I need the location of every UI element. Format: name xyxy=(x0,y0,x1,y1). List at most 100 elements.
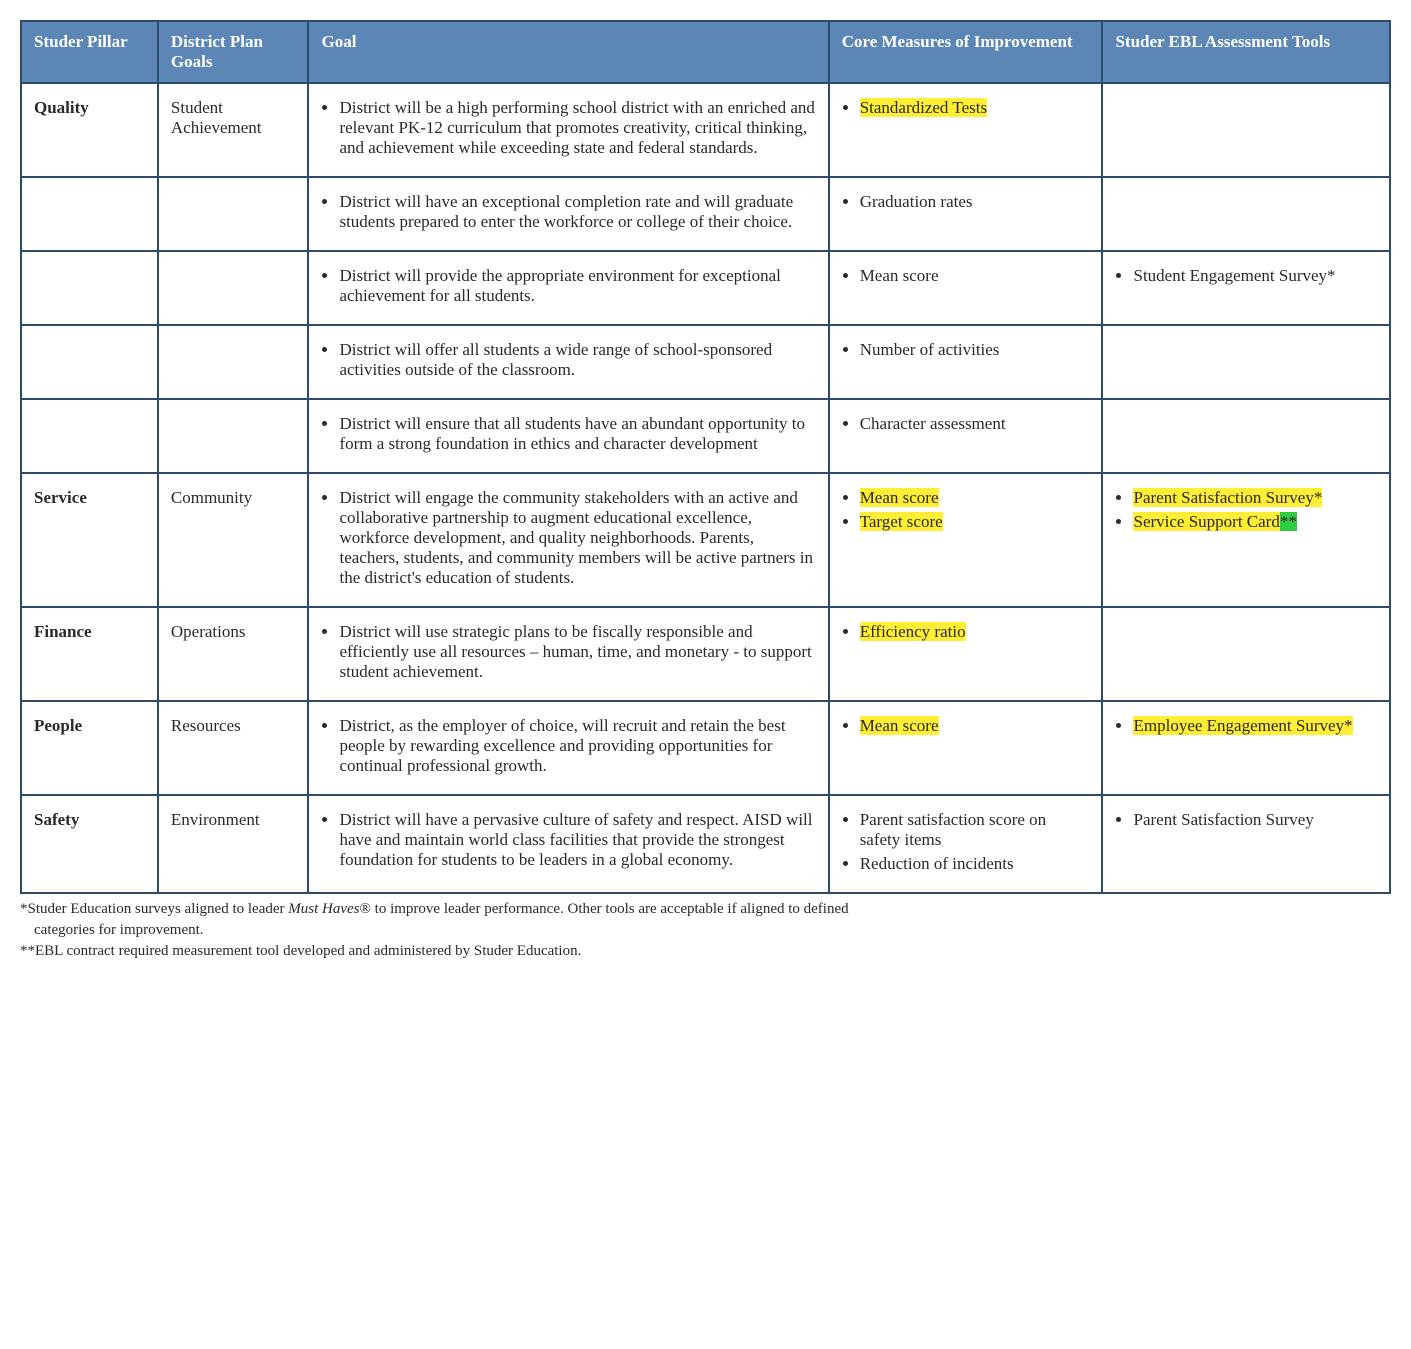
footnote-1-rest: to improve leader performance. Other too… xyxy=(371,901,849,917)
goal-item: District will ensure that all students h… xyxy=(339,414,815,454)
tool-suffix: ** xyxy=(1280,512,1297,531)
tool xyxy=(1102,83,1390,177)
table-row: District will provide the appropriate en… xyxy=(21,251,1390,325)
pillar-cell xyxy=(21,177,158,251)
table-row: ServiceCommunity District will engage the… xyxy=(21,473,1390,607)
district-goal-cell xyxy=(158,177,309,251)
district-goal-cell: Resources xyxy=(158,701,309,795)
measure-text: Graduation rates xyxy=(860,192,973,211)
goal-list: District will provide the appropriate en… xyxy=(321,266,815,306)
table-header-row: Studer PillarDistrict Plan GoalsGoalCore… xyxy=(21,21,1390,83)
tool: Employee Engagement Survey* xyxy=(1102,701,1390,795)
col-header-2: Goal xyxy=(308,21,828,83)
pillar-cell xyxy=(21,251,158,325)
footnote-1-italic: Must Haves xyxy=(288,901,359,917)
tool-item: Employee Engagement Survey* xyxy=(1133,716,1377,736)
tool: Parent Satisfaction Survey* Service Suppo… xyxy=(1102,473,1390,607)
measure: Standardized Tests xyxy=(829,83,1103,177)
goal-list: District will use strategic plans to be … xyxy=(321,622,815,682)
measure-item: Mean score xyxy=(860,716,1090,736)
tool xyxy=(1102,399,1390,473)
table-row: PeopleResources District, as the employer… xyxy=(21,701,1390,795)
district-goal-cell xyxy=(158,325,309,399)
measure-list: Mean score xyxy=(842,266,1090,286)
measure-list: Standardized Tests xyxy=(842,98,1090,118)
goal-list: District will ensure that all students h… xyxy=(321,414,815,454)
goal-cell: District will have an exceptional comple… xyxy=(308,177,828,251)
tool-text: Parent Satisfaction Survey xyxy=(1133,810,1313,829)
measure-list: Number of activities xyxy=(842,340,1090,360)
measure-text: Mean score xyxy=(860,488,939,507)
measure-item: Reduction of incidents xyxy=(860,854,1090,874)
measure-item: Mean score xyxy=(860,488,1090,508)
goal-list: District will be a high performing schoo… xyxy=(321,98,815,158)
measure-list: Graduation rates xyxy=(842,192,1090,212)
goal-item: District will provide the appropriate en… xyxy=(339,266,815,306)
tool-item: Parent Satisfaction Survey xyxy=(1133,810,1377,830)
measure: Parent satisfaction score on safety item… xyxy=(829,795,1103,893)
table-row: District will have an exceptional comple… xyxy=(21,177,1390,251)
col-header-3: Core Measures of Improvement xyxy=(829,21,1103,83)
pillar-cell: Service xyxy=(21,473,158,607)
pillar-cell: Safety xyxy=(21,795,158,893)
measure-item: Graduation rates xyxy=(860,192,1090,212)
goal-item: District will be a high performing schoo… xyxy=(339,98,815,158)
district-goal-cell xyxy=(158,399,309,473)
measure-item: Target score xyxy=(860,512,1090,532)
goal-item: District will offer all students a wide … xyxy=(339,340,815,380)
measure-item: Mean score xyxy=(860,266,1090,286)
tool-text: Service Support Card xyxy=(1133,512,1279,531)
tool-text: Student Engagement Survey* xyxy=(1133,266,1335,285)
tool xyxy=(1102,177,1390,251)
measure-item: Efficiency ratio xyxy=(860,622,1090,642)
measure-text: Mean score xyxy=(860,716,939,735)
district-goal-cell xyxy=(158,251,309,325)
measure: Graduation rates xyxy=(829,177,1103,251)
goal-item: District, as the employer of choice, wil… xyxy=(339,716,815,776)
goal-item: District will use strategic plans to be … xyxy=(339,622,815,682)
footnote-2: **EBL contract required measurement tool… xyxy=(20,942,1391,961)
tool xyxy=(1102,607,1390,701)
measure-list: Mean score xyxy=(842,716,1090,736)
district-goal-cell: Student Achievement xyxy=(158,83,309,177)
measure: Mean score xyxy=(829,251,1103,325)
goal-cell: District will engage the community stake… xyxy=(308,473,828,607)
measure: Mean score xyxy=(829,701,1103,795)
goal-cell: District will be a high performing schoo… xyxy=(308,83,828,177)
district-goal-cell: Operations xyxy=(158,607,309,701)
footnotes: *Studer Education surveys aligned to lea… xyxy=(20,900,1391,960)
measure-item: Number of activities xyxy=(860,340,1090,360)
footnote-1-prefix: *Studer Education surveys aligned to lea… xyxy=(20,901,288,917)
tool-item: Student Engagement Survey* xyxy=(1133,266,1377,286)
district-goal-cell: Environment xyxy=(158,795,309,893)
district-goal-cell: Community xyxy=(158,473,309,607)
measure: Character assessment xyxy=(829,399,1103,473)
goal-item: District will have a pervasive culture o… xyxy=(339,810,815,870)
goal-cell: District will use strategic plans to be … xyxy=(308,607,828,701)
col-header-0: Studer Pillar xyxy=(21,21,158,83)
measure-item: Standardized Tests xyxy=(860,98,1090,118)
measure-list: Mean score Target score xyxy=(842,488,1090,532)
tool: Parent Satisfaction Survey xyxy=(1102,795,1390,893)
goal-cell: District, as the employer of choice, wil… xyxy=(308,701,828,795)
measure-text: Mean score xyxy=(860,266,939,285)
goal-list: District will have a pervasive culture o… xyxy=(321,810,815,870)
table-row: District will ensure that all students h… xyxy=(21,399,1390,473)
table-row: FinanceOperations District will use strat… xyxy=(21,607,1390,701)
tool: Student Engagement Survey* xyxy=(1102,251,1390,325)
tool-item: Service Support Card** xyxy=(1133,512,1377,532)
goal-item: District will have an exceptional comple… xyxy=(339,192,815,232)
table-row: QualityStudent AchievementDistrict will … xyxy=(21,83,1390,177)
tool-text: Parent Satisfaction Survey* xyxy=(1133,488,1322,507)
measure-text: Standardized Tests xyxy=(860,98,987,117)
goal-list: District will engage the community stake… xyxy=(321,488,815,588)
pillar-cell: Finance xyxy=(21,607,158,701)
pillar-cell: People xyxy=(21,701,158,795)
measure-text: Character assessment xyxy=(860,414,1006,433)
col-header-1: District Plan Goals xyxy=(158,21,309,83)
goal-item: District will engage the community stake… xyxy=(339,488,815,588)
measure: Efficiency ratio xyxy=(829,607,1103,701)
tool-item: Parent Satisfaction Survey* xyxy=(1133,488,1377,508)
goal-list: District will offer all students a wide … xyxy=(321,340,815,380)
measure-list: Efficiency ratio xyxy=(842,622,1090,642)
